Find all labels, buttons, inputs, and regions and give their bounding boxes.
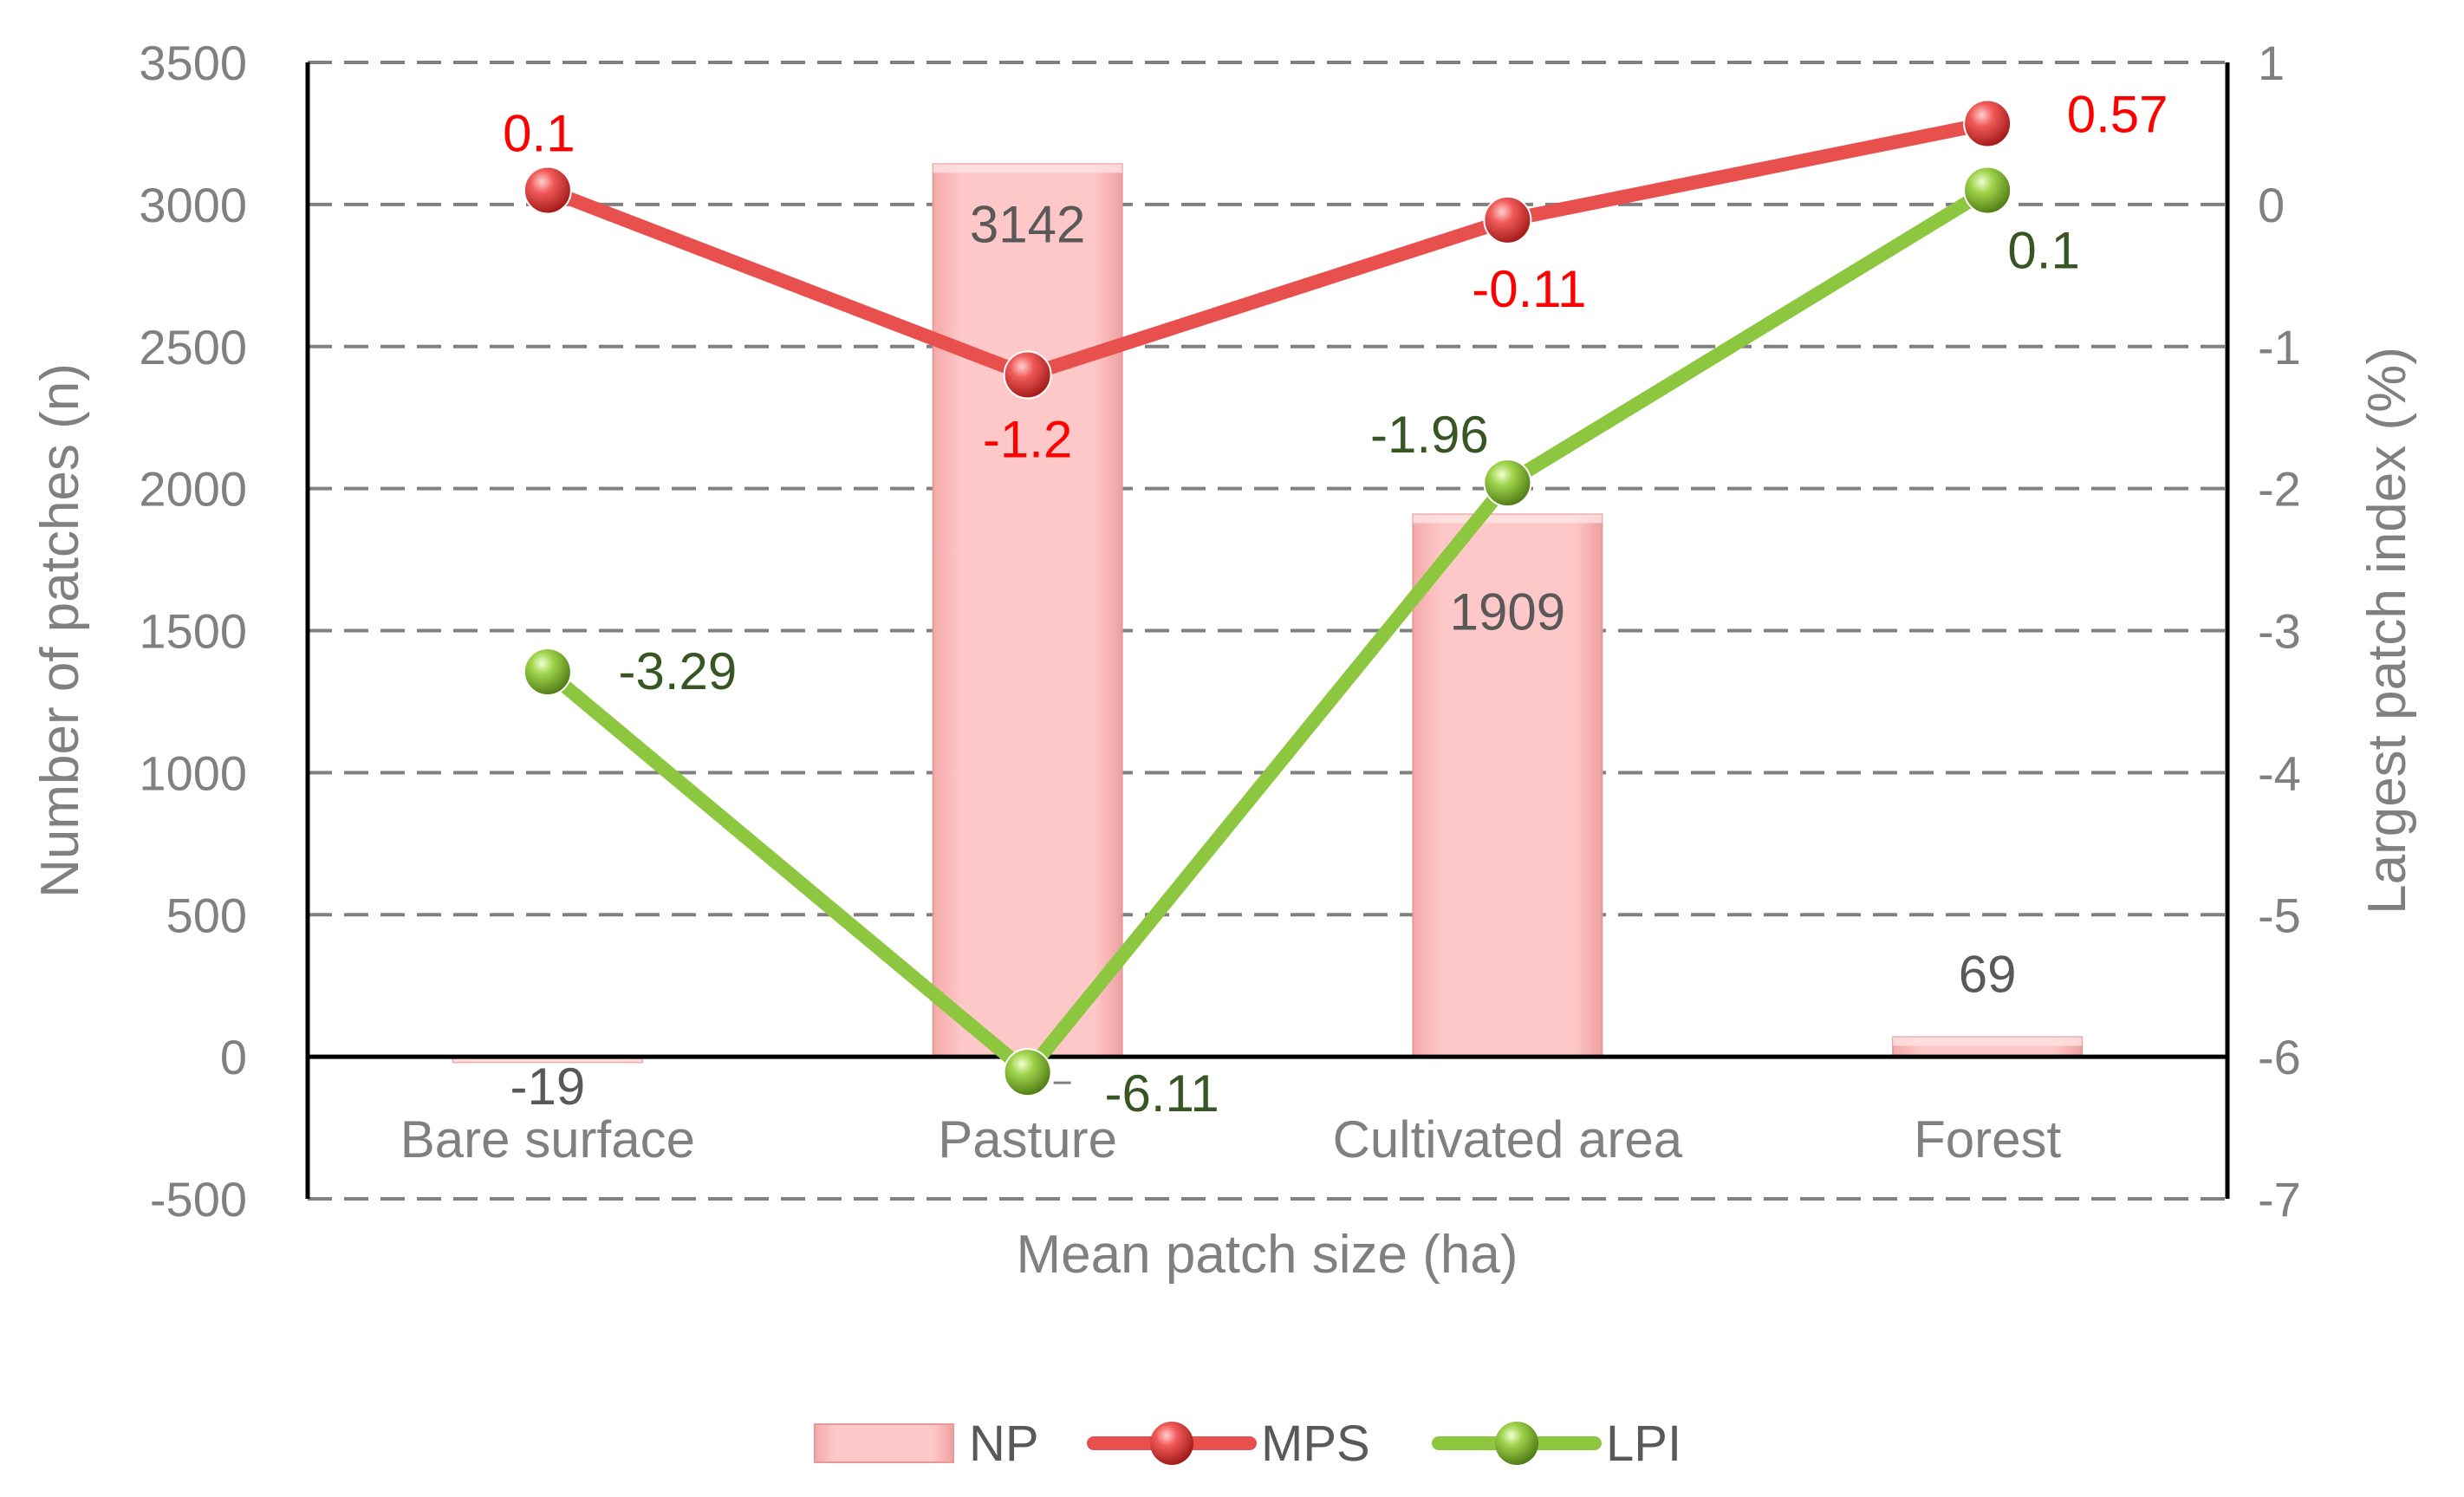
data-label-np: 69 — [1959, 946, 2017, 1004]
line-mps — [540, 116, 1995, 382]
bar-np-highlight — [1413, 514, 1603, 524]
y-tick-label: 2500 — [139, 320, 247, 374]
y2-tick-label: -6 — [2258, 1030, 2301, 1084]
y-tick-label: 500 — [166, 888, 247, 942]
data-label-mps: -1.2 — [983, 411, 1072, 469]
y-tick-label: 3000 — [139, 178, 247, 232]
y-tick-label: 2000 — [139, 462, 247, 517]
data-label-lpi: 0.1 — [2007, 221, 2079, 279]
data-label-lpi: -1.96 — [1370, 406, 1489, 464]
y2-tick-label: -2 — [2258, 462, 2301, 517]
bar-np-highlight — [933, 164, 1122, 173]
y-tick-label: 1500 — [139, 604, 247, 659]
x-axis-title: Mean patch size (ha) — [1017, 1225, 1518, 1285]
y2-tick-label: 1 — [2258, 36, 2285, 90]
data-label-np: 3142 — [970, 195, 1085, 253]
data-label-np: -19 — [510, 1058, 586, 1116]
bars — [452, 163, 2084, 1064]
y2-axis-title: Largest patch index (%) — [2357, 347, 2417, 914]
legend-label-np: NP — [969, 1416, 1039, 1472]
y2-tick-label: -1 — [2258, 320, 2301, 374]
data-label-np: 1909 — [1450, 583, 1565, 641]
x-category-label: Forest — [1914, 1110, 2061, 1168]
marker-mps — [523, 166, 572, 215]
bar-np-highlight — [452, 1057, 642, 1063]
x-category-label: Pasture — [938, 1110, 1117, 1168]
marker-lpi — [523, 648, 572, 697]
y2-tick-label: 0 — [2258, 178, 2285, 232]
legend-marker-mps — [1150, 1422, 1193, 1465]
legend-label-lpi: LPI — [1606, 1416, 1681, 1472]
axes: 3500 3000 2500 2000 1500 1000 500 0 -500 1 0 -1 -2 -3… — [30, 36, 2417, 1285]
data-label-mps: -0.11 — [1472, 260, 1586, 318]
legend-label-mps: MPS — [1261, 1416, 1370, 1472]
line-lpi — [540, 183, 1995, 1080]
data-label-lpi: -3.29 — [618, 642, 737, 700]
marker-mps — [1483, 195, 1532, 244]
gridlines — [308, 61, 2227, 1201]
marker-lpi — [1483, 459, 1532, 508]
marker-lpi — [1963, 166, 2012, 215]
y-axis-title: Number of patches (n) — [30, 363, 90, 898]
data-label-mps: 0.57 — [2067, 85, 2168, 143]
bar-np — [1412, 513, 1603, 1058]
y-tick-label: 1000 — [139, 745, 247, 800]
x-category-label: Bare surface — [400, 1110, 695, 1168]
bar-np — [932, 163, 1123, 1058]
legend-swatch-np — [814, 1423, 954, 1463]
lines — [523, 99, 2012, 1097]
y2-tick-label: -4 — [2258, 745, 2301, 800]
x-category-label: Cultivated area — [1333, 1110, 1683, 1168]
labels: -19 3142 1909 69 0.1 -1.2 -0.11 0.57 -3.29 -6.11 -… — [503, 85, 2168, 1123]
data-label-lpi: -6.11 — [1104, 1064, 1219, 1123]
y2-tick-label: -5 — [2258, 888, 2301, 942]
data-label-mps: 0.1 — [503, 104, 575, 162]
y-tick-label: 3500 — [139, 36, 247, 90]
bar-np-highlight — [1893, 1037, 2083, 1046]
legend: NP MPS LPI — [814, 1416, 1681, 1472]
y-tick-label: -500 — [150, 1172, 247, 1227]
y-tick-label: 0 — [220, 1030, 247, 1084]
y2-tick-label: -3 — [2258, 604, 2301, 659]
marker-mps — [1963, 99, 2012, 148]
marker-mps — [1003, 350, 1052, 400]
legend-marker-lpi — [1495, 1422, 1538, 1465]
y2-tick-label: -7 — [2258, 1172, 2301, 1227]
marker-lpi — [1003, 1048, 1052, 1097]
